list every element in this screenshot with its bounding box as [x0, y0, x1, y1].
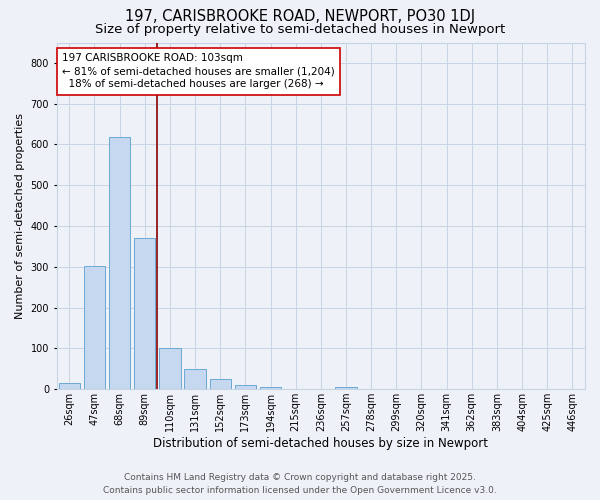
Text: 197 CARISBROOKE ROAD: 103sqm
← 81% of semi-detached houses are smaller (1,204)
 : 197 CARISBROOKE ROAD: 103sqm ← 81% of se… — [62, 53, 335, 90]
Bar — [184, 369, 206, 389]
Y-axis label: Number of semi-detached properties: Number of semi-detached properties — [15, 113, 25, 319]
Bar — [235, 384, 256, 389]
Text: 197, CARISBROOKE ROAD, NEWPORT, PO30 1DJ: 197, CARISBROOKE ROAD, NEWPORT, PO30 1DJ — [125, 9, 475, 24]
Bar — [209, 379, 231, 389]
Text: Size of property relative to semi-detached houses in Newport: Size of property relative to semi-detach… — [95, 22, 505, 36]
Bar — [260, 387, 281, 389]
Bar — [134, 238, 155, 389]
Bar — [84, 266, 105, 389]
Bar — [59, 383, 80, 389]
Bar — [109, 136, 130, 389]
Bar — [159, 348, 181, 389]
X-axis label: Distribution of semi-detached houses by size in Newport: Distribution of semi-detached houses by … — [154, 437, 488, 450]
Bar — [335, 386, 356, 389]
Text: Contains HM Land Registry data © Crown copyright and database right 2025.
Contai: Contains HM Land Registry data © Crown c… — [103, 474, 497, 495]
